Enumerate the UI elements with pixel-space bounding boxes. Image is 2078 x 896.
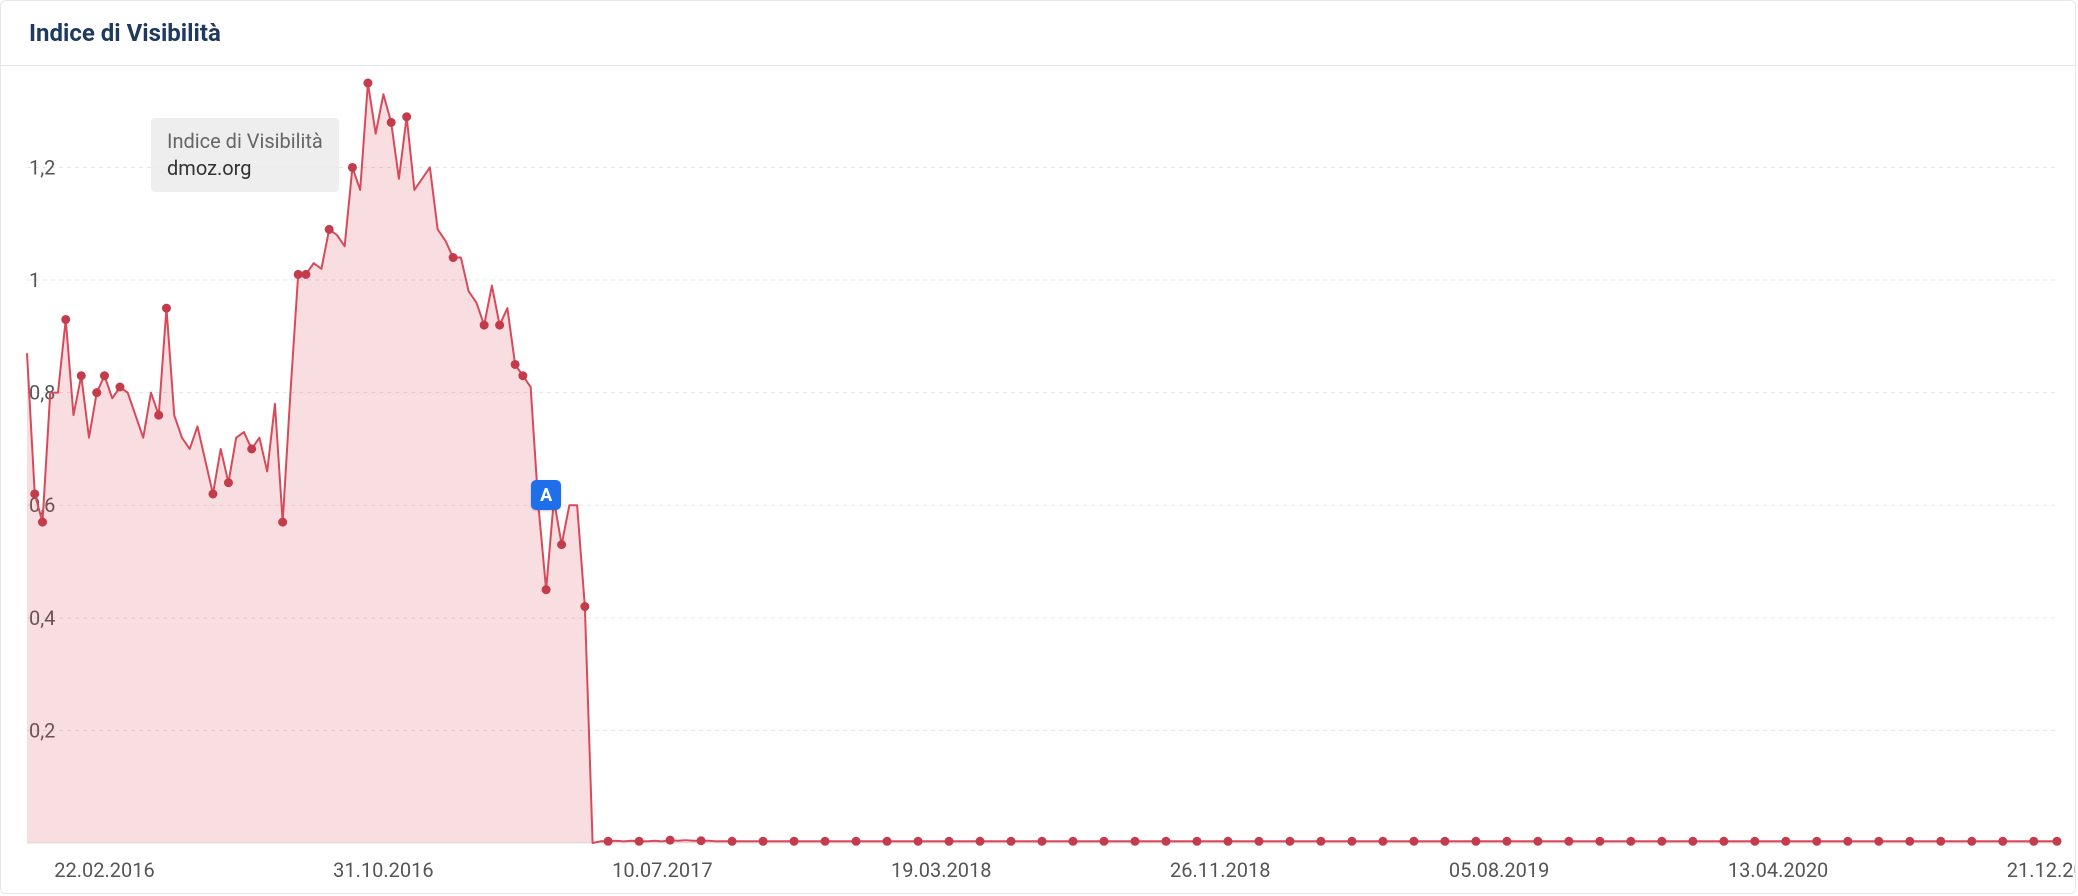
svg-text:13.04.2020: 13.04.2020 — [1728, 858, 1828, 882]
visibility-chart-svg: 0,20,40,60,811,222.02.201631.10.201610.0… — [1, 73, 2076, 894]
svg-text:1,2: 1,2 — [29, 155, 55, 179]
chart-area[interactable]: 0,20,40,60,811,222.02.201631.10.201610.0… — [1, 73, 2075, 893]
svg-text:19.03.2018: 19.03.2018 — [891, 858, 991, 882]
svg-text:26.11.2018: 26.11.2018 — [1170, 858, 1270, 882]
card-title: Indice di Visibilità — [29, 19, 221, 47]
card-header: Indice di Visibilità — [1, 1, 2075, 66]
svg-text:22.02.2016: 22.02.2016 — [54, 858, 154, 882]
svg-text:05.08.2019: 05.08.2019 — [1449, 858, 1549, 882]
svg-text:31.10.2016: 31.10.2016 — [333, 858, 433, 882]
svg-text:10.07.2017: 10.07.2017 — [612, 858, 712, 882]
svg-text:1: 1 — [29, 268, 40, 292]
svg-text:21.12.2020: 21.12.2020 — [2007, 858, 2076, 882]
event-pin-label: A — [540, 485, 552, 506]
event-pin-a[interactable]: A — [531, 480, 561, 510]
visibility-card: Indice di Visibilità 0,20,40,60,811,222.… — [0, 0, 2076, 894]
